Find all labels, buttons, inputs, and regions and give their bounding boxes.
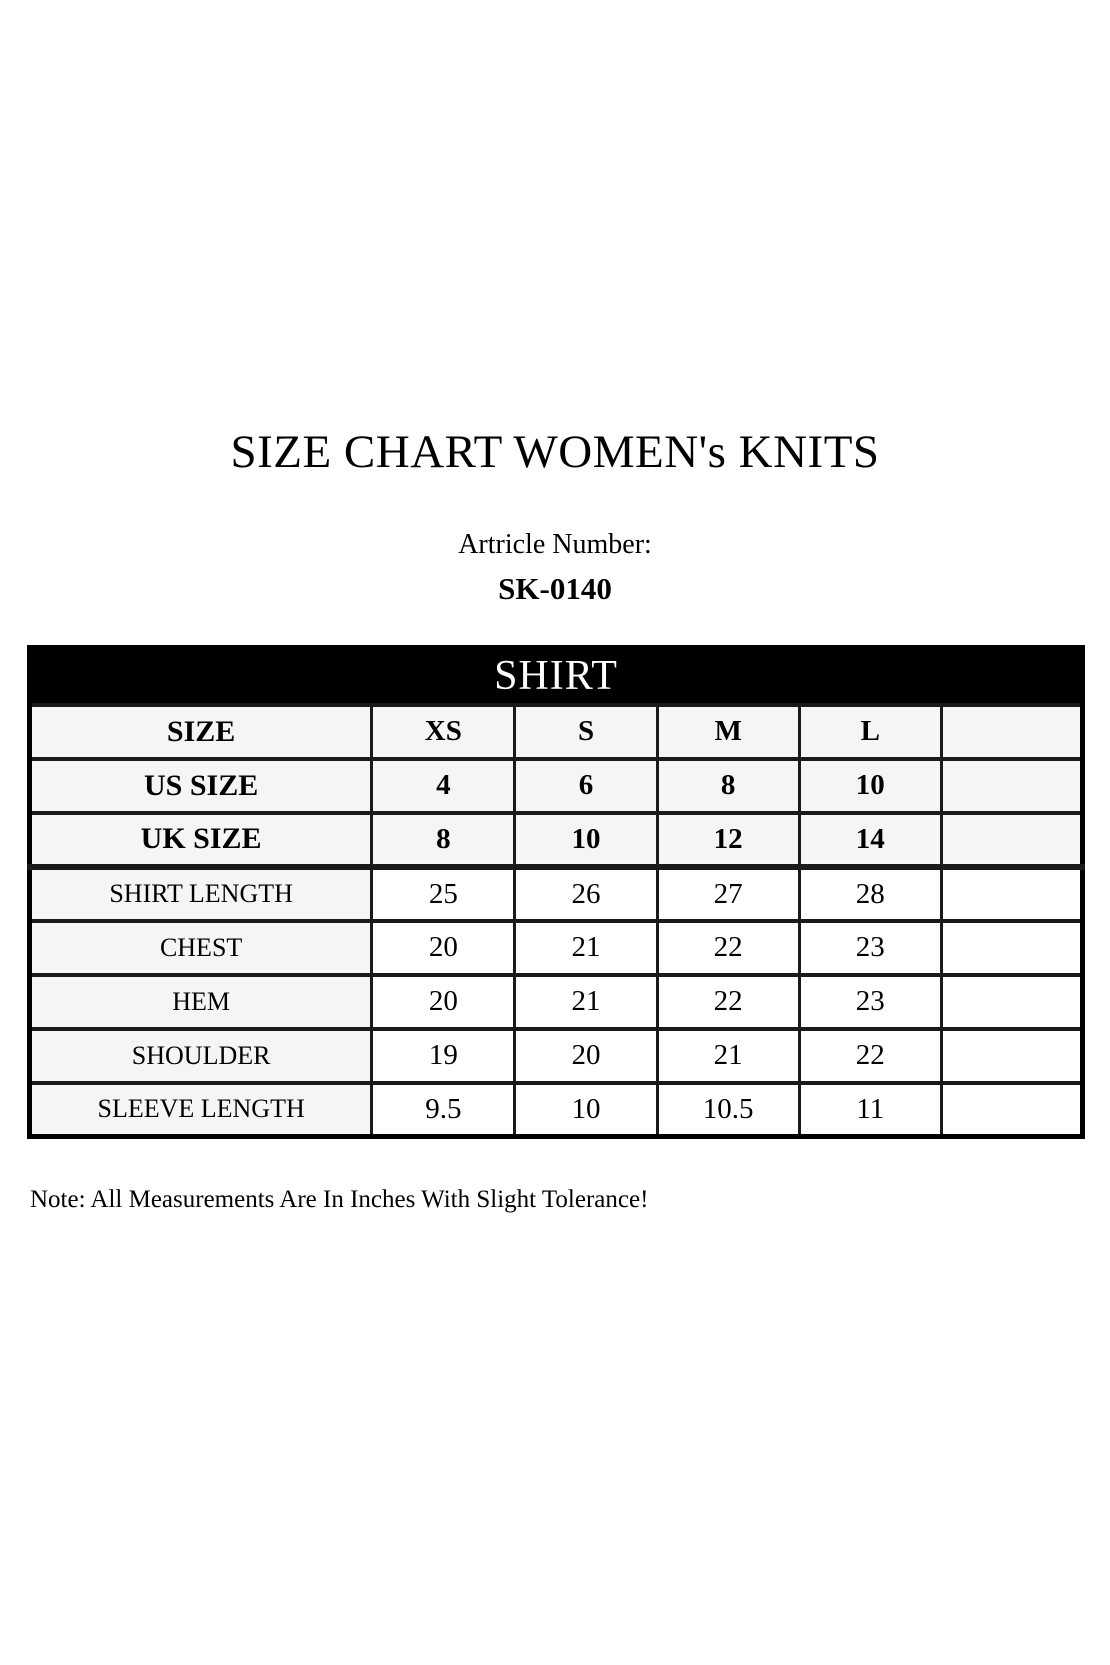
measurement-cell: 21 xyxy=(513,972,659,1031)
page-title: SIZE CHART WOMEN's KNITS xyxy=(230,426,880,478)
size-cell: XS xyxy=(370,702,517,761)
size-cell: L xyxy=(797,702,943,761)
measurement-cell: 27 xyxy=(655,864,801,923)
measurement-cell: 10 xyxy=(513,1080,659,1139)
table-title: SHIRT xyxy=(29,647,1083,705)
empty-cell xyxy=(939,756,1085,815)
measurement-cell: 20 xyxy=(513,1026,659,1085)
row-label: SHIRT LENGTH xyxy=(27,864,374,923)
size-cell: 10 xyxy=(513,810,659,870)
measurement-cell: 23 xyxy=(797,972,943,1031)
table-title-row: SHIRT xyxy=(29,647,1083,705)
table-row-sleeve-length: SLEEVE LENGTH 9.5 10 10.5 11 xyxy=(27,1080,1085,1139)
size-chart-table: SHIRT SIZE XS S M L US SIZE 4 6 8 10 UK … xyxy=(27,645,1085,1139)
empty-cell xyxy=(939,702,1085,761)
measurement-cell: 28 xyxy=(797,864,943,923)
row-label: SIZE xyxy=(27,702,374,761)
article-number-label: Artricle Number: xyxy=(458,529,652,560)
table-row-shoulder: SHOULDER 19 20 21 22 xyxy=(27,1026,1085,1085)
measurement-cell: 20 xyxy=(370,918,517,977)
row-label: HEM xyxy=(27,972,374,1031)
table-row-hem: HEM 20 21 22 23 xyxy=(27,972,1085,1031)
measurement-cell: 25 xyxy=(370,864,517,923)
size-cell: 14 xyxy=(797,810,943,870)
measurement-cell: 22 xyxy=(655,918,801,977)
size-cell: M xyxy=(655,702,801,761)
row-label: SHOULDER xyxy=(27,1026,374,1085)
measurement-cell: 22 xyxy=(797,1026,943,1085)
measurement-cell: 9.5 xyxy=(370,1080,517,1139)
size-cell: 4 xyxy=(370,756,517,815)
empty-cell xyxy=(939,1080,1085,1139)
table-row-chest: CHEST 20 21 22 23 xyxy=(27,918,1085,977)
row-label: CHEST xyxy=(27,918,374,977)
row-label: US SIZE xyxy=(27,756,374,815)
measurement-cell: 11 xyxy=(797,1080,943,1139)
measurement-cell: 20 xyxy=(370,972,517,1031)
empty-cell xyxy=(939,972,1085,1031)
measurement-cell: 10.5 xyxy=(655,1080,801,1139)
empty-cell xyxy=(939,918,1085,977)
measurement-cell: 21 xyxy=(655,1026,801,1085)
empty-cell xyxy=(939,864,1085,923)
article-number-value: SK-0140 xyxy=(498,571,612,606)
size-cell: 12 xyxy=(655,810,801,870)
measurement-cell: 23 xyxy=(797,918,943,977)
row-label: SLEEVE LENGTH xyxy=(27,1080,374,1139)
measurement-cell: 19 xyxy=(370,1026,517,1085)
size-cell: 8 xyxy=(655,756,801,815)
measurement-cell: 22 xyxy=(655,972,801,1031)
table-row-shirt-length: SHIRT LENGTH 25 26 27 28 xyxy=(27,864,1085,923)
row-label: UK SIZE xyxy=(27,810,374,870)
measurement-note: Note: All Measurements Are In Inches Wit… xyxy=(30,1186,649,1213)
table-row-size: SIZE XS S M L xyxy=(27,702,1085,761)
size-cell: 10 xyxy=(797,756,943,815)
size-cell: S xyxy=(513,702,659,761)
table-row-uk-size: UK SIZE 8 10 12 14 xyxy=(27,810,1085,870)
size-cell: 8 xyxy=(370,810,517,870)
empty-cell xyxy=(939,810,1085,870)
table-row-us-size: US SIZE 4 6 8 10 xyxy=(27,756,1085,815)
measurement-cell: 21 xyxy=(513,918,659,977)
empty-cell xyxy=(939,1026,1085,1085)
measurement-cell: 26 xyxy=(513,864,659,923)
size-cell: 6 xyxy=(513,756,659,815)
